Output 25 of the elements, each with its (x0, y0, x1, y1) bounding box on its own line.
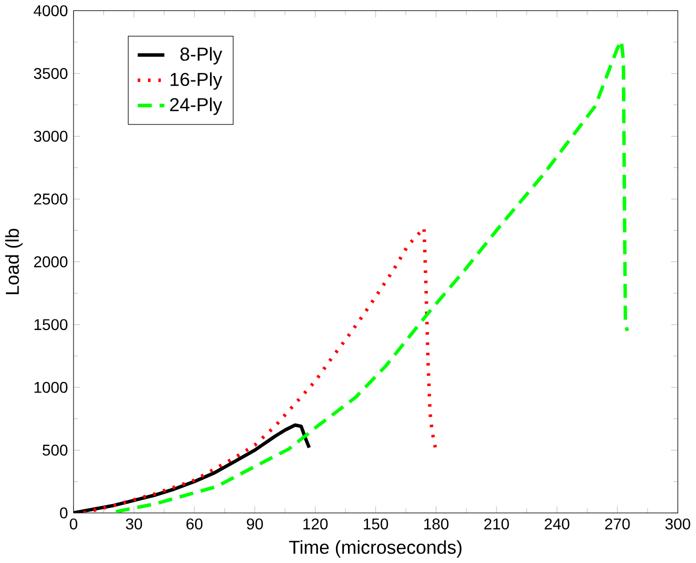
y-tick-label: 2000 (34, 256, 68, 268)
legend-label: 16-Ply (170, 72, 222, 90)
x-tick-label: 300 (665, 518, 690, 530)
x-tick-label: 210 (484, 518, 509, 530)
y-tick-label: 3500 (34, 68, 68, 80)
x-tick-label: 270 (605, 518, 630, 530)
y-tick-label: 1000 (34, 382, 68, 393)
x-tick-label: 180 (424, 518, 448, 530)
x-axis-title: Time (microseconds) (289, 540, 462, 558)
y-tick-label: 0 (60, 508, 68, 519)
y-tick-label: 2500 (34, 194, 68, 205)
x-tick-label: 120 (303, 518, 328, 530)
legend-label: 24-Ply (170, 98, 222, 116)
x-tick-label: 30 (126, 518, 142, 530)
x-tick-label: 60 (186, 518, 202, 530)
x-tick-label: 90 (246, 518, 263, 530)
y-axis-title: Load (lb (5, 228, 23, 294)
y-tick-label: 1500 (34, 319, 68, 330)
x-tick-label: 240 (544, 518, 570, 530)
y-tick-label: 3000 (34, 130, 68, 142)
x-tick-label: 150 (364, 518, 388, 530)
legend-label: 8-Ply (180, 47, 222, 65)
y-tick-label: 4000 (34, 5, 68, 16)
y-tick-label: 500 (42, 444, 68, 456)
x-tick-label: 0 (70, 518, 78, 530)
